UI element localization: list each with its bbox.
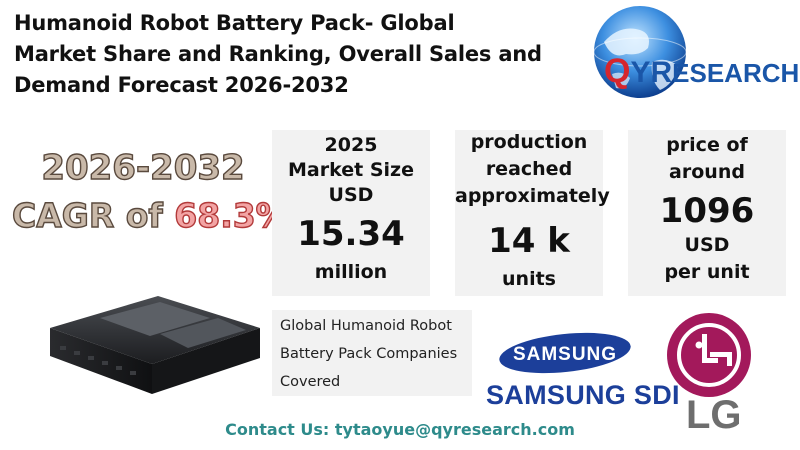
companies-line-1: Global Humanoid Robot — [280, 318, 452, 334]
lg-wordmark: LG — [686, 393, 742, 437]
companies-line-3: Covered — [280, 374, 341, 390]
contact-line: Contact Us: tytaoyue@qyresearch.com — [225, 420, 575, 439]
production-line-2: reached — [485, 158, 573, 180]
production-line-1: production — [470, 131, 588, 153]
cagr-label: CAGR of 68.3% — [11, 195, 289, 235]
market-size-label: Market Size — [288, 159, 414, 181]
market-size-card: 2025 Market Size USD 15.34 million — [272, 130, 430, 296]
title-line-1: Humanoid Robot Battery Pack- Global — [14, 11, 455, 35]
title-line-2: Market Share and Ranking, Overall Sales … — [14, 42, 542, 66]
production-value: 14 k — [488, 221, 570, 261]
lg-logo — [667, 313, 751, 397]
samsung-sdi-wordmark: SAMSUNG SDI — [486, 380, 680, 410]
price-unit: per unit — [664, 261, 750, 283]
cagr-years: 2026-2032 — [41, 147, 246, 188]
qyresearch-wordmark: QYRESEARCH — [604, 52, 800, 90]
price-card: price of around 1096 USD per unit — [628, 130, 786, 296]
market-size-unit: million — [314, 261, 388, 283]
market-size-currency: USD — [328, 184, 374, 206]
market-size-value: 15.34 — [297, 214, 405, 254]
companies-covered-label: Global Humanoid Robot Battery Pack Compa… — [272, 310, 472, 396]
price-line-1: price of — [666, 134, 748, 156]
page-title: Humanoid Robot Battery Pack- Global Mark… — [14, 8, 584, 101]
price-line-2: around — [669, 161, 745, 183]
market-size-year: 2025 — [324, 134, 378, 156]
companies-line-2: Battery Pack Companies — [280, 346, 458, 362]
price-value: 1096 — [659, 191, 755, 231]
cagr-value: 68.3% — [174, 195, 290, 235]
qyresearch-globe-logo — [593, 6, 687, 98]
price-currency: USD — [684, 234, 730, 256]
production-card: production reached approximately 14 k un… — [455, 130, 610, 296]
samsung-logo: SAMSUNG — [499, 332, 631, 374]
production-line-3: approximately — [455, 185, 610, 207]
production-unit: units — [502, 268, 556, 290]
title-line-3: Demand Forecast 2026-2032 — [14, 73, 349, 97]
samsung-logo-text: SAMSUNG — [513, 344, 617, 365]
battery-pack-image — [50, 296, 260, 394]
